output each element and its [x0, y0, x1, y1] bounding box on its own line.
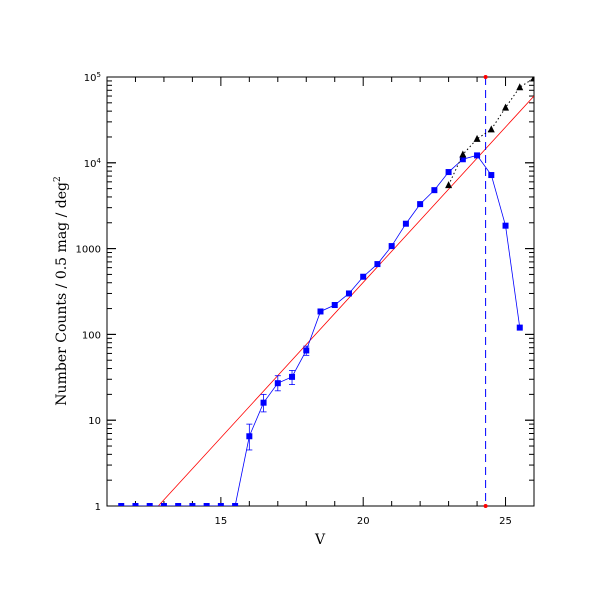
- data-point-square: [160, 503, 167, 506]
- y-tick-label-exponent: 5: [97, 71, 101, 79]
- x-tick-label: 15: [214, 516, 227, 527]
- data-point-square: [217, 503, 224, 506]
- plot-frame: [106, 76, 535, 507]
- data-point-triangle: [530, 77, 534, 82]
- data-point-triangle: [445, 181, 453, 189]
- y-tick-label: 10: [88, 416, 101, 427]
- data-point-square: [303, 347, 310, 354]
- data-point-square: [345, 290, 352, 297]
- y-tick-label-base: 100: [82, 330, 101, 341]
- y-tick-label: 105: [84, 71, 101, 84]
- data-point-square: [360, 273, 367, 280]
- data-point-square: [331, 302, 338, 309]
- data-point-square: [289, 373, 296, 380]
- y-axis-title-superscript: 2: [53, 176, 63, 182]
- y-tick-label-exponent: 4: [97, 157, 102, 165]
- data-point-square: [260, 399, 267, 406]
- y-tick-label: 1: [95, 502, 101, 513]
- data-point-triangle: [502, 103, 510, 111]
- data-point-square: [203, 503, 210, 506]
- plot-area: [118, 77, 534, 506]
- data-point-square: [246, 433, 253, 440]
- data-point-triangle: [473, 134, 481, 142]
- data-point-square: [189, 503, 196, 506]
- data-point-square: [474, 152, 481, 159]
- y-tick-label-base: 10: [88, 416, 101, 427]
- y-tick-label-base: 10: [84, 159, 97, 170]
- data-point-square: [146, 503, 153, 506]
- series-line: [121, 154, 521, 506]
- data-point-square: [374, 261, 381, 268]
- y-tick-label: 100: [82, 330, 101, 341]
- data-point-square: [175, 503, 182, 506]
- y-tick-label-base: 1: [95, 502, 101, 513]
- y-tick-label-base: 10: [84, 73, 97, 84]
- y-axis-title: Number Counts / 0.5 mag / deg2: [53, 176, 70, 405]
- data-point-square: [459, 156, 466, 163]
- data-point-square: [317, 308, 324, 315]
- limit-marker-top: [483, 75, 488, 79]
- data-point-square: [488, 172, 495, 179]
- fit-line: [157, 95, 534, 506]
- y-tick-label-base: 1000: [76, 245, 101, 256]
- data-point-triangle: [487, 125, 495, 133]
- y-axis-title-text: Number Counts / 0.5 mag / deg: [54, 182, 70, 406]
- x-axis-title: V: [314, 532, 326, 548]
- y-tick-label: 1000: [76, 245, 101, 256]
- data-point-square: [402, 220, 409, 227]
- y-tick-label: 104: [84, 157, 102, 170]
- data-point-square: [431, 187, 438, 194]
- data-point-square: [516, 324, 523, 331]
- data-point-square: [502, 222, 509, 229]
- data-point-square: [445, 169, 452, 176]
- data-point-square: [232, 503, 239, 506]
- data-point-square: [417, 201, 424, 208]
- axis-ticks: [106, 76, 535, 507]
- data-point-triangle: [459, 150, 467, 158]
- x-tick-label: 20: [357, 516, 370, 527]
- data-point-square: [132, 503, 139, 506]
- data-point-square: [274, 380, 281, 387]
- data-point-square: [388, 243, 395, 250]
- data-point-square: [118, 503, 125, 506]
- data-point-triangle: [516, 83, 524, 91]
- limit-marker-bottom: [483, 504, 488, 508]
- x-tick-label: 25: [499, 516, 512, 527]
